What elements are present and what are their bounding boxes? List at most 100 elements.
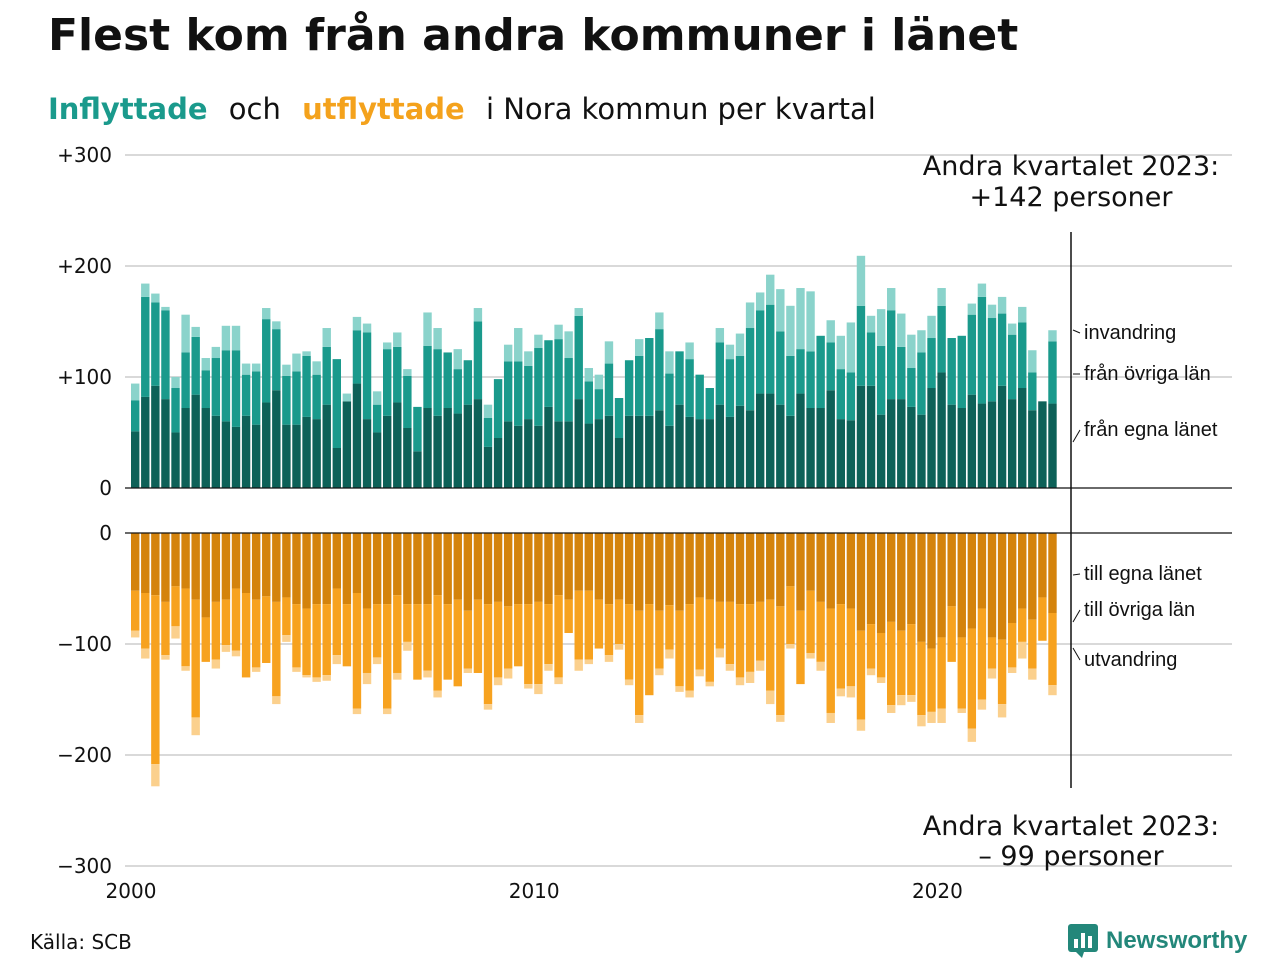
bar-out-county: [312, 533, 321, 605]
bar-in-county: [231, 426, 241, 488]
bar-out-other-county: [917, 641, 926, 716]
bar-out-county: [352, 533, 362, 593]
bar-out-county: [745, 533, 755, 605]
bar-in-county: [554, 421, 563, 488]
bar-in-county: [463, 404, 473, 488]
bar-out-emigration: [141, 648, 150, 659]
bar-out-emigration: [524, 684, 533, 689]
bar-out-county: [604, 533, 614, 605]
bar-out-other-county: [423, 604, 432, 671]
bar-in-county: [745, 410, 755, 488]
bar-in-county: [776, 404, 785, 488]
bar-out-county: [766, 533, 775, 600]
bar-in-other-county: [1018, 322, 1027, 389]
bar-in-other-county: [463, 360, 473, 405]
bar-out-county: [826, 533, 835, 609]
bar-out-emigration: [614, 644, 624, 650]
bar-out-other-county: [947, 606, 956, 662]
series-label-top: från övriga län: [1084, 363, 1211, 385]
bar-in-immigration: [594, 374, 604, 390]
bar-in-other-county: [332, 359, 341, 449]
bar-out-county: [413, 533, 422, 605]
bar-in-other-county: [796, 349, 805, 394]
bar-out-county: [846, 533, 856, 609]
bar-out-other-county: [211, 601, 221, 660]
bar-out-other-county: [997, 639, 1007, 705]
series-label-top: från egna länet: [1084, 419, 1218, 441]
bar-out-other-county: [745, 604, 755, 672]
bar-in-other-county: [977, 296, 987, 404]
bar-out-county: [262, 533, 271, 597]
bar-in-other-county: [584, 381, 593, 424]
bar-in-immigration: [876, 309, 886, 346]
series-label-bottom: till egna länet: [1084, 563, 1202, 585]
bar-out-county: [635, 533, 644, 611]
bar-in-other-county: [161, 310, 170, 400]
brand-logo: Newsworthy: [1068, 924, 1247, 958]
bar-out-county: [151, 533, 160, 596]
y-tick-label-top: 0: [99, 476, 112, 500]
bar-out-emigration: [574, 659, 583, 671]
bar-out-county: [856, 533, 866, 631]
bar-out-emigration: [151, 764, 160, 787]
bar-in-other-county: [544, 340, 553, 407]
bar-in-immigration: [685, 342, 694, 360]
bar-in-other-county: [967, 314, 977, 395]
bar-out-other-county: [282, 597, 291, 636]
bar-out-county: [221, 533, 231, 600]
bar-out-county: [342, 533, 352, 605]
bar-out-county: [201, 533, 210, 618]
bar-out-other-county: [685, 604, 694, 691]
bar-out-county: [231, 533, 241, 589]
bar-out-emigration: [766, 690, 775, 705]
bar-out-other-county: [362, 608, 372, 673]
bar-in-immigration: [1048, 330, 1057, 342]
bar-out-other-county: [796, 610, 805, 685]
bar-out-emigration: [322, 675, 331, 681]
bar-in-county: [514, 425, 523, 488]
bar-out-other-county: [372, 604, 382, 658]
bar-in-county: [635, 415, 644, 488]
bar-out-emigration: [231, 650, 241, 657]
bar-out-other-county: [1048, 612, 1057, 686]
bar-out-emigration: [393, 672, 402, 680]
bar-in-immigration: [655, 312, 664, 330]
bar-in-county: [393, 402, 402, 488]
bar-in-immigration: [735, 333, 745, 356]
bar-out-emigration: [1007, 667, 1017, 673]
bar-out-emigration: [967, 728, 977, 742]
bar-out-other-county: [463, 610, 473, 669]
bar-in-county: [755, 393, 765, 488]
bar-in-county: [131, 431, 140, 488]
bar-in-immigration: [836, 335, 845, 370]
bar-in-immigration: [1018, 306, 1027, 323]
bar-out-other-county: [584, 590, 593, 660]
bar-in-immigration: [745, 302, 755, 329]
bar-out-other-county: [1038, 597, 1047, 641]
bar-out-emigration: [806, 652, 815, 659]
bar-out-county: [473, 533, 483, 600]
bar-in-other-county: [262, 319, 271, 403]
bar-in-other-county: [413, 406, 422, 452]
bar-out-county: [675, 533, 684, 611]
bar-out-other-county: [564, 599, 573, 633]
bar-in-county: [997, 385, 1007, 488]
bar-in-other-county: [433, 349, 442, 416]
bar-in-immigration: [372, 391, 382, 405]
bar-out-other-county: [151, 595, 160, 765]
bar-out-county: [937, 533, 946, 638]
bar-out-county: [403, 533, 412, 605]
bar-out-emigration: [675, 686, 684, 692]
bar-out-county: [816, 533, 825, 602]
bar-in-other-county: [957, 335, 966, 409]
bar-in-county: [332, 448, 341, 488]
bar-in-other-county: [1048, 341, 1057, 404]
bar-out-emigration: [251, 667, 261, 672]
bar-out-emigration: [302, 675, 311, 678]
bar-in-county: [282, 424, 291, 488]
bar-out-other-county: [342, 604, 352, 667]
bar-in-county: [372, 432, 382, 488]
bar-in-other-county: [635, 355, 644, 416]
subtitle-rest: i Nora kommun per kvartal: [485, 92, 876, 126]
bar-in-immigration: [554, 324, 563, 340]
